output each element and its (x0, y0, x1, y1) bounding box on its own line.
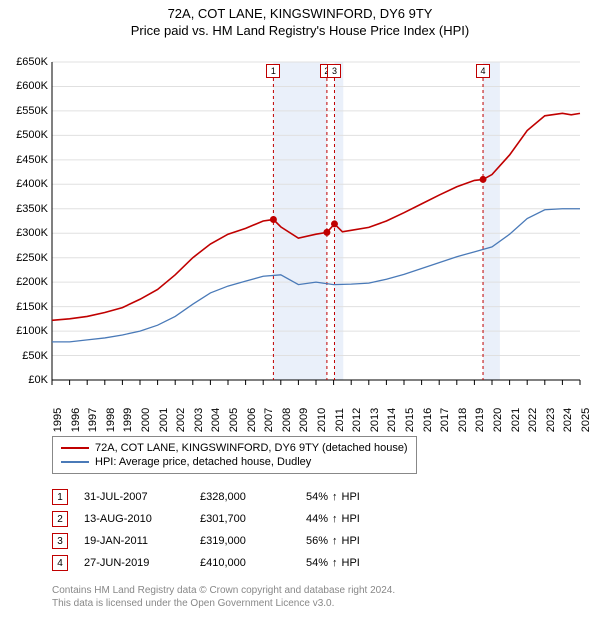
x-tick-label: 2000 (140, 408, 152, 432)
sale-row: 3 19-JAN-2011 £319,000 56% ↑ HPI (52, 530, 406, 552)
sale-number-box: 2 (52, 511, 68, 527)
chart-legend: 72A, COT LANE, KINGSWINFORD, DY6 9TY (de… (52, 436, 417, 474)
x-tick-label: 2010 (316, 408, 328, 432)
y-tick-label: £600K (16, 80, 48, 92)
y-tick-label: £400K (16, 178, 48, 190)
chart-plot-area: 1234 (52, 62, 580, 380)
sale-price: £410,000 (200, 557, 290, 569)
x-tick-label: 2019 (474, 408, 486, 432)
sale-date: 27-JUN-2019 (84, 557, 184, 569)
x-tick-label: 2017 (439, 408, 451, 432)
sale-row: 2 13-AUG-2010 £301,700 44% ↑ HPI (52, 508, 406, 530)
x-tick-label: 1998 (105, 408, 117, 432)
chart-container: 72A, COT LANE, KINGSWINFORD, DY6 9TY Pri… (0, 0, 600, 620)
y-tick-label: £650K (16, 56, 48, 68)
x-tick-label: 2023 (545, 408, 557, 432)
x-tick-label: 2009 (298, 408, 310, 432)
x-tick-label: 2001 (158, 408, 170, 432)
legend-swatch (61, 461, 89, 463)
x-tick-label: 2007 (263, 408, 275, 432)
sale-row: 1 31-JUL-2007 £328,000 54% ↑ HPI (52, 486, 406, 508)
sale-price: £319,000 (200, 535, 290, 547)
x-tick-label: 2022 (527, 408, 539, 432)
sale-number-box: 3 (52, 533, 68, 549)
legend-swatch (61, 447, 89, 449)
y-tick-label: £150K (16, 301, 48, 313)
y-tick-label: £50K (22, 350, 48, 362)
x-tick-label: 2005 (228, 408, 240, 432)
x-tick-label: 2015 (404, 408, 416, 432)
footer-line: This data is licensed under the Open Gov… (52, 597, 395, 610)
sale-marker: 4 (476, 64, 490, 78)
chart-footer: Contains HM Land Registry data © Crown c… (52, 584, 395, 610)
chart-title: 72A, COT LANE, KINGSWINFORD, DY6 9TY (0, 0, 600, 21)
sale-date: 19-JAN-2011 (84, 535, 184, 547)
y-tick-label: £200K (16, 276, 48, 288)
sale-pct: 56% ↑ HPI (306, 535, 406, 547)
x-tick-label: 2013 (369, 408, 381, 432)
y-tick-label: £0K (28, 374, 48, 386)
sale-number-box: 1 (52, 489, 68, 505)
legend-item: 72A, COT LANE, KINGSWINFORD, DY6 9TY (de… (61, 441, 408, 455)
footer-line: Contains HM Land Registry data © Crown c… (52, 584, 395, 597)
x-tick-label: 2008 (281, 408, 293, 432)
x-tick-label: 2025 (580, 408, 592, 432)
x-tick-label: 2006 (246, 408, 258, 432)
chart-subtitle: Price paid vs. HM Land Registry's House … (0, 21, 600, 38)
y-tick-label: £550K (16, 105, 48, 117)
x-axis-labels: 1995 1996 1997 1998 1999 2000 2001 2002 2003 2004… (52, 384, 580, 432)
sale-price: £301,700 (200, 513, 290, 525)
x-tick-label: 1995 (52, 408, 64, 432)
x-tick-label: 2004 (210, 408, 222, 432)
x-tick-label: 2003 (193, 408, 205, 432)
legend-item: HPI: Average price, detached house, Dudl… (61, 455, 408, 469)
sale-pct: 54% ↑ HPI (306, 557, 406, 569)
sale-pct: 54% ↑ HPI (306, 491, 406, 503)
sale-date: 31-JUL-2007 (84, 491, 184, 503)
x-tick-label: 2012 (351, 408, 363, 432)
x-tick-label: 2002 (175, 408, 187, 432)
x-tick-label: 1999 (122, 408, 134, 432)
y-tick-label: £250K (16, 252, 48, 264)
sale-price: £328,000 (200, 491, 290, 503)
x-tick-label: 2018 (457, 408, 469, 432)
y-tick-label: £100K (16, 325, 48, 337)
sale-marker: 1 (266, 64, 280, 78)
legend-label: HPI: Average price, detached house, Dudl… (95, 456, 311, 468)
legend-label: 72A, COT LANE, KINGSWINFORD, DY6 9TY (de… (95, 442, 408, 454)
chart-svg (52, 62, 580, 380)
x-tick-label: 2021 (510, 408, 522, 432)
x-tick-label: 1996 (70, 408, 82, 432)
sale-date: 13-AUG-2010 (84, 513, 184, 525)
x-tick-label: 1997 (87, 408, 99, 432)
sale-number-box: 4 (52, 555, 68, 571)
x-tick-label: 2016 (422, 408, 434, 432)
x-tick-label: 2024 (562, 408, 574, 432)
y-axis-labels: £0K£50K£100K£150K£200K£250K£300K£350K£40… (0, 62, 50, 380)
sale-pct: 44% ↑ HPI (306, 513, 406, 525)
y-tick-label: £300K (16, 227, 48, 239)
x-tick-label: 2014 (386, 408, 398, 432)
x-tick-label: 2020 (492, 408, 504, 432)
sale-row: 4 27-JUN-2019 £410,000 54% ↑ HPI (52, 552, 406, 574)
y-tick-label: £500K (16, 129, 48, 141)
y-tick-label: £450K (16, 154, 48, 166)
x-tick-label: 2011 (334, 408, 346, 432)
sales-table: 1 31-JUL-2007 £328,000 54% ↑ HPI 2 13-AUG-201… (52, 486, 406, 574)
y-tick-label: £350K (16, 203, 48, 215)
sale-marker: 3 (327, 64, 341, 78)
